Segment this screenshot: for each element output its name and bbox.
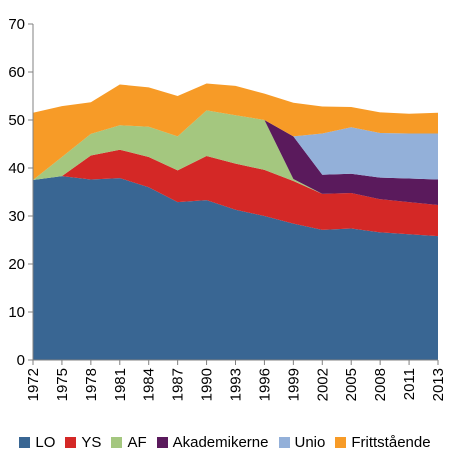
area-lo (33, 176, 438, 360)
x-tick-label: 2005 (343, 368, 360, 401)
legend-swatch (335, 436, 347, 448)
legend-item: LO (19, 434, 55, 451)
legend-item: Akademikerne (156, 433, 269, 451)
area-ys (33, 149, 438, 237)
y-tick-label: 40 (8, 160, 25, 177)
legend-swatch (19, 436, 31, 448)
chart-legend: LO YS AF Akademikerne Unio Frittstående (0, 430, 450, 454)
x-tick-label: 2002 (314, 368, 331, 401)
y-tick-label: 20 (8, 256, 25, 273)
legend-item: Unio (278, 433, 326, 451)
x-tick-label: 2013 (430, 368, 447, 401)
legend-label: LO (35, 433, 56, 451)
legend-label: Frittstående (351, 433, 431, 451)
legend-item: AF (111, 433, 147, 451)
x-tick-label: 1993 (228, 368, 245, 401)
series-areas (33, 83, 438, 360)
x-tick-label: 1987 (170, 368, 187, 401)
x-tick-label: 1972 (25, 368, 42, 401)
y-tick-label: 50 (8, 112, 25, 129)
legend-label: YS (81, 433, 102, 451)
x-tick-label: 2008 (372, 368, 389, 401)
x-tick-label: 1996 (256, 368, 273, 401)
legend-swatch (111, 436, 123, 448)
legend-swatch (65, 436, 77, 448)
x-tick-label: 1981 (112, 368, 129, 401)
legend-swatch (278, 436, 290, 448)
x-tick-label: 1999 (285, 368, 302, 401)
stacked-area-chart: 0 10 20 30 40 50 60 70 1972 1975 1978 1981 1984 1987… (8, 16, 447, 401)
y-axis-ticks: 0 10 20 30 40 50 60 70 (8, 16, 33, 369)
legend-label: Akademikerne (172, 433, 269, 451)
x-tick-label: 1990 (199, 368, 216, 401)
y-tick-label: 30 (8, 208, 25, 225)
y-tick-label: 70 (8, 16, 25, 33)
legend-swatch (156, 436, 168, 448)
x-tick-label: 1975 (54, 368, 71, 401)
x-axis-ticks: 1972 1975 1978 1981 1984 1987 1990 1993 1996 1999… (25, 360, 447, 401)
legend-label: Unio (294, 433, 326, 451)
y-tick-label: 10 (8, 304, 25, 321)
x-tick-label: 2011 (401, 368, 418, 400)
area-af (33, 110, 438, 205)
y-tick-label: 60 (8, 64, 25, 81)
legend-label: AF (127, 433, 147, 451)
legend-item: Frittstående (335, 433, 431, 451)
x-tick-label: 1978 (83, 368, 100, 401)
area-akademikerne (33, 110, 438, 205)
legend-item: YS (65, 434, 101, 451)
area-frittst-ende (33, 83, 438, 180)
area-unio (33, 110, 438, 180)
x-tick-label: 1984 (141, 368, 158, 401)
y-tick-label: 0 (17, 352, 25, 369)
